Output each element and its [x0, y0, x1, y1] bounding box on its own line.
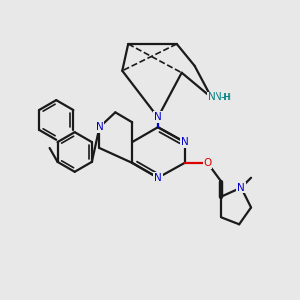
Text: N: N — [181, 137, 189, 147]
Text: N: N — [181, 137, 189, 147]
Text: -H: -H — [220, 93, 230, 102]
Text: O: O — [203, 158, 211, 168]
Text: N: N — [154, 112, 162, 122]
Text: N: N — [237, 183, 245, 193]
Text: N: N — [154, 112, 162, 122]
Text: N: N — [96, 122, 103, 132]
Text: N: N — [154, 173, 162, 183]
Text: N: N — [96, 122, 103, 132]
Text: N: N — [237, 183, 245, 193]
Text: N: N — [208, 92, 215, 103]
Text: -H: -H — [221, 93, 231, 102]
Text: N: N — [214, 92, 222, 103]
Text: N: N — [154, 173, 162, 183]
Text: O: O — [203, 158, 211, 168]
